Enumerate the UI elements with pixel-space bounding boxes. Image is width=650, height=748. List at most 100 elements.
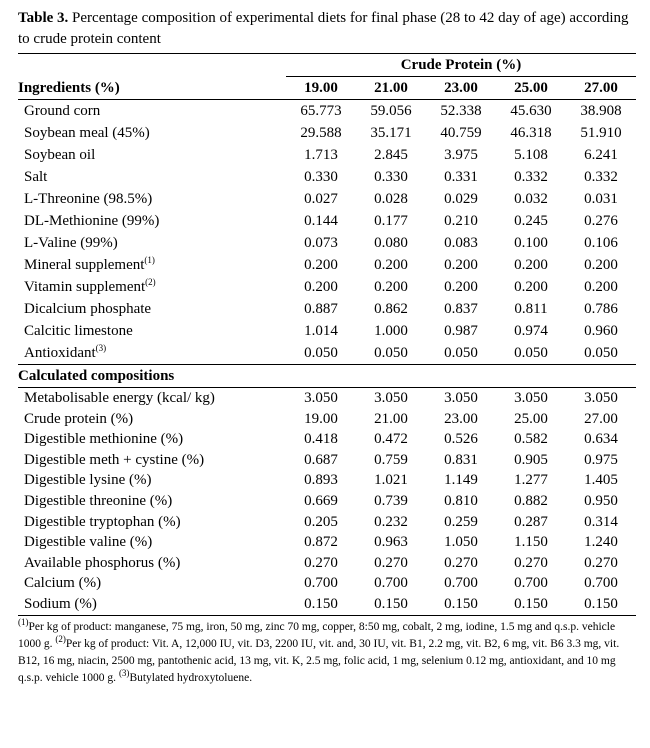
row-label-text: Digestible tryptophan (%) [24,513,181,530]
table-row: Calcitic limestone 1.014 1.000 0.987 0.974 0.… [18,320,636,342]
table-row: Soybean meal (45%) 29.588 35.171 40.759 46.3… [18,122,636,144]
table-row: Digestible threonine (%) 0.669 0.739 0.810 0… [18,491,636,512]
cell: 51.910 [580,125,622,141]
cell: 1.150 [514,534,548,551]
footnotes: (1)Per kg of product: manganese, 75 mg, … [18,616,636,687]
cell: 0.200 [304,279,338,295]
cell: 0.700 [514,575,548,592]
caption-text: Percentage composition of experimental d… [18,10,629,47]
row-label: Digestible valine (%) [18,532,286,553]
cell: 6.241 [584,147,618,163]
row-label: Crude protein (%) [18,409,286,430]
row-label-text: Salt [24,169,48,185]
footnote-text: Per kg of product: manganese, 75 mg, iro… [18,620,616,650]
cell: 1.240 [584,534,618,551]
cell: 0.100 [514,235,548,251]
cell: 0.073 [304,235,338,251]
cell: 0.177 [374,213,408,229]
column-header: 27.00 [566,76,636,100]
cell: 0.975 [584,451,618,468]
table-row: Digestible valine (%) 0.872 0.963 1.050 1.15… [18,532,636,553]
cell: 0.200 [304,257,338,273]
cell: 3.050 [374,390,408,406]
table-row: Antioxidant(3) 0.050 0.050 0.050 0.050 0.050 [18,342,636,365]
row-label: Digestible threonine (%) [18,491,286,512]
cell: 35.171 [370,125,412,141]
cell: 1.021 [374,472,408,489]
footnote-mark: (3) [118,667,130,678]
cell: 0.083 [444,235,478,251]
table-row: Digestible methionine (%) 0.418 0.472 0.526… [18,429,636,450]
cell: 0.837 [444,301,478,317]
cell: 0.905 [514,451,548,468]
row-label: Calcium (%) [18,573,286,594]
cell: 1.405 [584,472,618,489]
cell: 1.050 [444,534,478,551]
cell: 0.200 [374,279,408,295]
section-row: Calculated compositions [18,364,636,388]
table-row: Calcium (%) 0.700 0.700 0.700 0.700 0.700 [18,573,636,594]
row-label: Available phosphorus (%) [18,553,286,574]
row-label-text: Digestible valine (%) [24,534,153,551]
table-row: Sodium (%) 0.150 0.150 0.150 0.150 0.150 [18,593,636,616]
row-label: Soybean oil [18,144,286,166]
cell: 0.270 [304,554,338,571]
cell: 0.031 [584,191,618,207]
cell: 0.080 [374,235,408,251]
cell: 0.759 [374,451,408,468]
row-label: Dicalcium phosphate [18,298,286,320]
table-row: Digestible tryptophan (%) 0.205 0.232 0.259… [18,512,636,533]
footnote-text: Per kg of product: Vit. A, 12,000 IU, vi… [18,637,620,684]
table-row: L-Threonine (98.5%) 0.027 0.028 0.029 0.032 0… [18,188,636,210]
cell: 0.027 [304,191,338,207]
row-label-text: L-Valine (99%) [24,235,118,251]
cell: 0.270 [514,554,548,571]
row-label-text: Ground corn [24,103,101,119]
cell: 59.056 [370,103,412,119]
row-label: Mineral supplement(1) [18,254,286,276]
cell: 0.872 [304,534,338,551]
cell: 0.050 [584,345,618,361]
cell: 21.00 [374,410,408,427]
cell: 0.882 [514,492,548,509]
cell: 0.330 [304,169,338,185]
cell: 0.270 [444,554,478,571]
cell: 0.687 [304,451,338,468]
row-label-text: Vitamin supplement [24,279,146,295]
footnote-mark: (1) [18,616,29,627]
cell: 0.786 [584,301,618,317]
row-label-text: Soybean meal (45%) [24,125,150,141]
cell: 0.960 [584,323,618,339]
row-label-text: DL-Methionine (99%) [24,213,160,229]
cell: 0.276 [584,213,618,229]
row-label-text: Digestible lysine (%) [24,472,152,489]
cell: 1.014 [304,323,338,339]
cell: 0.862 [374,301,408,317]
row-label-text: Available phosphorus (%) [24,554,181,571]
table-row: Ground corn 65.773 59.056 52.338 45.630 38.90… [18,100,636,123]
cell: 0.200 [514,279,548,295]
cell: 0.029 [444,191,478,207]
cell: 0.200 [374,257,408,273]
table-row: Metabolisable energy (kcal/ kg) 3.050 3.05… [18,388,636,409]
cell: 0.150 [426,593,496,616]
cell: 0.232 [374,513,408,530]
row-label: Ground corn [18,100,286,123]
column-header: 21.00 [356,76,426,100]
cell: 0.987 [444,323,478,339]
table-row: Vitamin supplement(2) 0.200 0.200 0.200 0.20… [18,276,636,298]
row-label-text: Dicalcium phosphate [24,301,152,317]
cell: 0.893 [304,472,338,489]
cell: 0.974 [514,323,548,339]
cell: 1.149 [444,472,478,489]
row-label: L-Valine (99%) [18,232,286,254]
cell: 0.332 [514,169,548,185]
row-label-text: Metabolisable energy (kcal/ kg) [24,390,215,406]
row-label: L-Threonine (98.5%) [18,188,286,210]
cell: 0.331 [444,169,478,185]
cell: 0.270 [584,554,618,571]
header-row: Crude Protein (%) [18,53,636,77]
table-row: Salt 0.330 0.330 0.331 0.332 0.332 [18,166,636,188]
table-row: Dicalcium phosphate 0.887 0.862 0.837 0.811 0… [18,298,636,320]
cell: 0.950 [584,492,618,509]
